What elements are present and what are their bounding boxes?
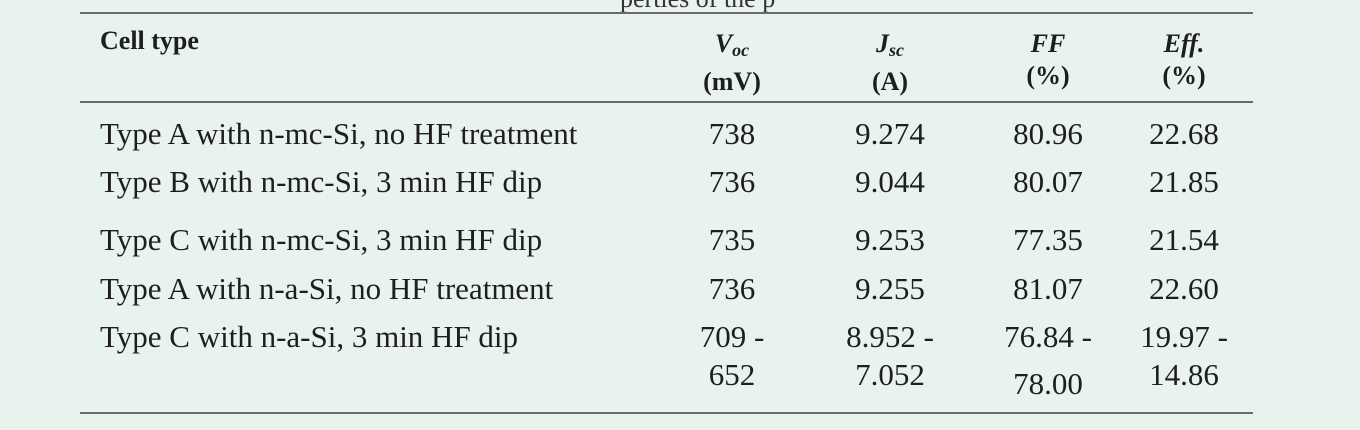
cell-eff: 22.60	[1149, 271, 1219, 306]
cell-ff: 76.84 -	[1004, 319, 1092, 354]
row-label: Type A with n-a-Si, no HF treatment	[100, 271, 554, 306]
cell-voc: 738	[708, 116, 756, 151]
header-ff: FF (%)	[998, 28, 1098, 92]
cell-jsc-line2: 7.052	[855, 357, 925, 392]
cell-eff: 22.68	[1149, 116, 1219, 151]
header-rule	[80, 101, 1253, 103]
header-voc: Voc (mV)	[692, 28, 772, 98]
header-jsc: Jsc (A)	[850, 28, 930, 98]
voc-unit: (mV)	[703, 67, 761, 96]
cell-jsc: 9.274	[855, 116, 925, 151]
voc-subscript: oc	[732, 40, 750, 60]
caption-fragment: perties of the p	[620, 0, 775, 14]
cell-ff-line2: 78.00	[1013, 366, 1083, 401]
cell-jsc: 8.952 -	[846, 319, 934, 354]
ff-unit: (%)	[1026, 61, 1070, 90]
cell-ff: 80.96	[1013, 116, 1083, 151]
cell-eff-line2: 14.86	[1149, 357, 1219, 392]
cell-voc: 709 -	[699, 319, 765, 354]
cell-voc: 736	[708, 271, 756, 306]
row-label: Type C with n-mc-Si, 3 min HF dip	[100, 222, 543, 257]
results-table: perties of the p Cell type Voc (mV) Jsc …	[80, 0, 1253, 430]
row-label: Type A with n-mc-Si, no HF treatment	[100, 116, 578, 151]
bottom-rule	[80, 412, 1253, 414]
cell-voc-line2: 652	[708, 357, 756, 392]
cell-voc: 736	[708, 164, 756, 199]
header-cell-type: Cell type	[100, 26, 199, 55]
cell-eff: 21.85	[1149, 164, 1219, 199]
row-label: Type B with n-mc-Si, 3 min HF dip	[100, 164, 543, 199]
cell-eff: 21.54	[1149, 222, 1219, 257]
header-eff: Eff. (%)	[1138, 28, 1230, 92]
jsc-subscript: sc	[889, 40, 904, 60]
row-label: Type C with n-a-Si, 3 min HF dip	[100, 319, 519, 354]
cell-jsc: 9.255	[855, 271, 925, 306]
cell-ff: 81.07	[1013, 271, 1083, 306]
cell-jsc: 9.044	[855, 164, 925, 199]
jsc-unit: (A)	[871, 67, 909, 96]
eff-symbol: Eff.	[1163, 29, 1205, 58]
cell-jsc: 9.253	[855, 222, 925, 257]
cell-ff: 80.07	[1013, 164, 1083, 199]
cell-ff: 77.35	[1013, 222, 1083, 257]
jsc-symbol: J	[876, 29, 889, 58]
cell-voc: 735	[708, 222, 756, 257]
ff-symbol: FF	[1030, 29, 1066, 58]
voc-symbol: V	[714, 29, 733, 58]
cell-eff: 19.97 -	[1140, 319, 1228, 354]
top-rule	[80, 12, 1253, 14]
eff-unit: (%)	[1162, 61, 1206, 90]
